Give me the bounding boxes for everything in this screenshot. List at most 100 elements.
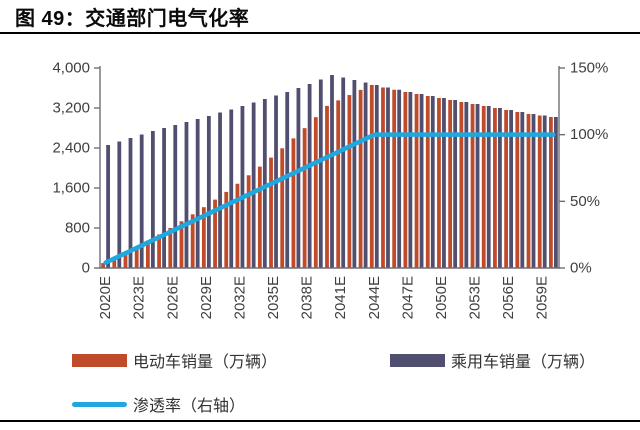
passenger-sales-bar <box>162 128 166 268</box>
passenger-sales-bar <box>106 145 110 268</box>
passenger-sales-bar <box>430 96 435 268</box>
passenger-sales-bar <box>251 102 256 268</box>
x-axis-tick-label: 2026E <box>164 276 181 319</box>
ev-sales-bar <box>235 183 240 268</box>
ev-sales-bar <box>313 117 318 268</box>
passenger-sales-bar <box>285 92 290 268</box>
figure-title-bar: 图 49：交通部门电气化率 <box>15 2 635 32</box>
ev-sales-bar <box>493 108 497 268</box>
ev-sales-bar <box>246 175 251 268</box>
ev-sales-bar <box>481 106 486 268</box>
legend-item-penetration: 渗透率（右轴） <box>72 392 245 416</box>
ev-sales-bar <box>470 104 475 268</box>
passenger-sales-bar <box>150 131 155 268</box>
passenger-sales-bar <box>386 87 390 268</box>
passenger-sales-swatch <box>390 353 445 367</box>
passenger-sales-bar <box>453 100 458 268</box>
left-axis-tick-label: 4,000 <box>52 60 90 77</box>
passenger-sales-bar <box>419 94 424 268</box>
ev-sales-bar <box>358 89 363 269</box>
figure-title: 图 49：交通部门电气化率 <box>15 8 250 30</box>
passenger-sales-bar <box>531 114 536 268</box>
left-axis-tick-label: 3,200 <box>52 100 90 117</box>
x-axis-tick-label: 2029E <box>198 276 215 319</box>
ev-sales-bar <box>549 117 553 268</box>
x-axis-tick-label: 2032E <box>231 276 248 319</box>
passenger-sales-bar <box>408 92 413 268</box>
x-axis-tick-label: 2050E <box>433 276 450 319</box>
ev-sales-bar <box>213 199 217 268</box>
legend-label-ev-sales: 电动车销量（万辆） <box>133 354 278 371</box>
ev-sales-bar <box>403 92 408 268</box>
passenger-sales-bar <box>486 106 491 268</box>
passenger-sales-bar <box>498 108 502 268</box>
ev-sales-bar <box>515 112 520 268</box>
electrification-chart: 4,000 3,200 2,400 1,600 800 0 150% 100% 50% 0% 202… <box>52 60 608 320</box>
passenger-sales-bar <box>173 125 178 268</box>
chart-area: 4,000 3,200 2,400 1,600 800 0 150% 100% 50% 0% 202… <box>0 40 640 346</box>
ev-sales-bar <box>459 102 464 268</box>
ev-sales-bar <box>526 114 531 268</box>
x-axis-tick-label: 2053E <box>467 276 484 319</box>
passenger-sales-bar <box>554 117 558 268</box>
ev-sales-bar <box>145 240 150 268</box>
x-axis-tick-label: 2020E <box>97 276 114 319</box>
right-axis-tick-label: 100% <box>570 126 608 143</box>
x-axis-tick-label: 2044E <box>366 276 383 319</box>
x-axis-tick-label: 2038E <box>299 276 316 319</box>
x-axis-tick-label: 2047E <box>399 276 416 319</box>
passenger-sales-bar <box>307 84 312 268</box>
ev-sales-bar <box>179 221 184 268</box>
passenger-sales-bar <box>363 82 368 268</box>
penetration-line-swatch <box>72 401 127 407</box>
ev-sales-bar <box>381 87 385 268</box>
ev-sales-bar <box>134 246 139 268</box>
ev-sales-bar <box>190 214 195 268</box>
passenger-sales-bar <box>464 102 469 268</box>
passenger-sales-bar <box>330 75 334 268</box>
left-axis-tick-label: 1,600 <box>52 180 90 197</box>
legend-item-ev-sales: 电动车销量（万辆） <box>72 348 277 372</box>
passenger-sales-bar <box>475 104 480 268</box>
passenger-sales-bar <box>442 98 446 268</box>
left-axis-tick-label: 0 <box>82 260 90 277</box>
ev-sales-bar <box>347 95 352 268</box>
passenger-sales-bar <box>509 110 514 268</box>
ev-sales-bar <box>504 110 509 268</box>
left-axis-tick-label: 800 <box>65 220 90 237</box>
ev-sales-bar <box>280 148 285 268</box>
passenger-sales-bar <box>128 138 133 268</box>
left-axis-tick-label: 2,400 <box>52 140 90 157</box>
title-underline <box>0 32 640 34</box>
ev-sales-bar <box>123 252 128 268</box>
ev-sales-bar <box>224 191 229 268</box>
ev-sales-bar <box>336 100 341 268</box>
right-axis-tick-label: 150% <box>570 60 608 77</box>
passenger-sales-bar <box>341 77 346 268</box>
passenger-sales-bar <box>374 85 379 268</box>
passenger-sales-bar <box>296 88 301 268</box>
ev-sales-bar <box>448 100 453 268</box>
ev-sales-bar <box>291 138 296 268</box>
x-axis-tick-label: 2023E <box>131 276 148 319</box>
ev-sales-bar <box>112 257 117 268</box>
passenger-sales-bar <box>240 106 245 268</box>
passenger-sales-bar <box>206 116 211 268</box>
legend-item-passenger-sales: 乘用车销量（万辆） <box>390 348 595 372</box>
x-axis-tick-label: 2041E <box>332 276 349 319</box>
x-axis-tick-label: 2059E <box>534 276 551 319</box>
ev-sales-bar <box>168 227 173 268</box>
passenger-sales-bar <box>218 112 222 268</box>
ev-sales-bar <box>302 128 307 268</box>
footer-divider <box>0 420 640 422</box>
ev-sales-bar <box>257 166 262 268</box>
ev-sales-bar <box>269 157 273 268</box>
passenger-sales-bar <box>318 79 323 268</box>
ev-sales-bar <box>392 89 397 268</box>
passenger-sales-bar <box>229 109 234 268</box>
passenger-sales-bar <box>195 119 200 268</box>
passenger-sales-bar <box>520 112 525 268</box>
x-axis-tick-label: 2035E <box>265 276 282 319</box>
ev-sales-bar <box>369 85 374 268</box>
ev-sales-bar <box>325 105 329 269</box>
